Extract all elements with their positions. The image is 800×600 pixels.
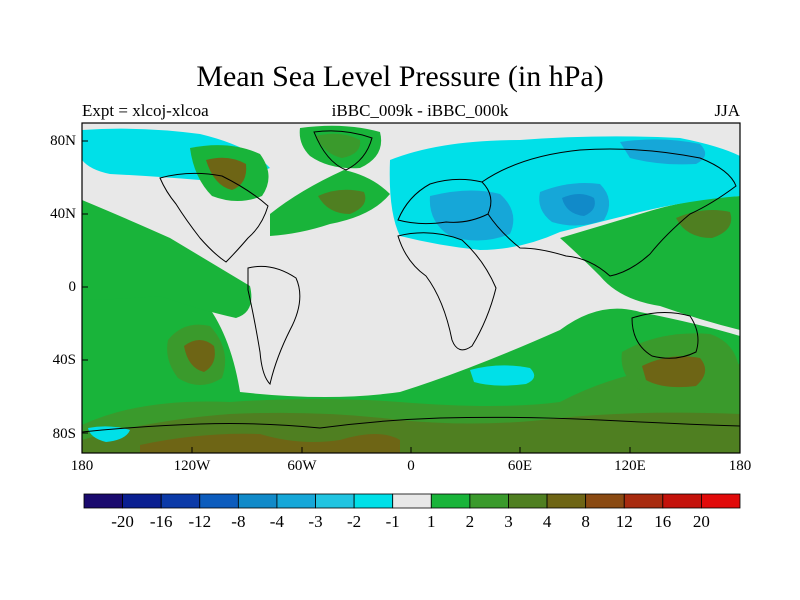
coastlines bbox=[82, 130, 740, 433]
south-atlantic-negative bbox=[470, 365, 535, 386]
colorbar-box bbox=[585, 493, 625, 509]
colorbar-box bbox=[701, 493, 741, 509]
colorbar-label: 20 bbox=[692, 512, 710, 531]
colorbar-box bbox=[623, 493, 664, 509]
lon-label-120e: 120E bbox=[614, 458, 646, 474]
lat-label-40n: 40N bbox=[50, 206, 76, 222]
colorbar-label: -8 bbox=[231, 512, 246, 531]
colorbar-box bbox=[237, 493, 278, 509]
colorbar-label: 3 bbox=[504, 512, 513, 531]
colorbar-box bbox=[392, 493, 432, 509]
colorbar-label: -4 bbox=[269, 512, 284, 531]
australia-south-core bbox=[642, 356, 706, 388]
south-pacific-core bbox=[184, 340, 215, 372]
greenland-coast bbox=[313, 130, 373, 171]
lon-label-180e: 180 bbox=[728, 458, 752, 474]
north-america-coast bbox=[159, 172, 269, 263]
colorbar-label: 1 bbox=[427, 512, 436, 531]
south-america-coast bbox=[247, 265, 301, 385]
axis-ticks bbox=[81, 140, 741, 453]
colorbar-box bbox=[199, 493, 239, 509]
lat-label-80n: 80N bbox=[50, 133, 76, 149]
colorbar-box bbox=[315, 493, 355, 509]
colorbar-label: -12 bbox=[188, 512, 212, 531]
lat-label-80s: 80S bbox=[52, 426, 76, 442]
colorbar-label: -16 bbox=[149, 512, 173, 531]
lat-label-40s: 40S bbox=[52, 352, 76, 368]
north-atlantic-core bbox=[318, 189, 366, 214]
colorbar-box bbox=[160, 493, 201, 509]
colorbar-box bbox=[353, 493, 394, 509]
europe-coast bbox=[397, 178, 492, 225]
antarctica-coast bbox=[82, 416, 740, 433]
pressure-field bbox=[82, 123, 740, 453]
season-label: JJA bbox=[714, 101, 740, 120]
eurasia-negative-strong bbox=[429, 190, 514, 241]
colorbar-box bbox=[508, 493, 548, 509]
lon-label-120w: 120W bbox=[173, 458, 211, 474]
colorbar-box bbox=[662, 493, 702, 509]
colorbar-box bbox=[546, 493, 587, 509]
lat-label-0: 0 bbox=[68, 279, 77, 295]
colorbar-box bbox=[276, 493, 316, 509]
colorbar-label: 8 bbox=[581, 512, 590, 531]
colorbar-label: 16 bbox=[654, 512, 672, 531]
lon-label-60e: 60E bbox=[507, 458, 533, 474]
colorbar bbox=[83, 493, 741, 509]
canada-positive-core bbox=[206, 157, 247, 190]
colorbar-box bbox=[122, 493, 162, 509]
west-pacific-core bbox=[676, 210, 732, 238]
colorbar-label: -2 bbox=[347, 512, 362, 531]
colorbar-box bbox=[469, 493, 509, 509]
map-title: Mean Sea Level Pressure (in hPa) bbox=[196, 60, 604, 93]
colorbar-label: 12 bbox=[615, 512, 633, 531]
antarctic-core bbox=[140, 433, 400, 453]
experiment-label: Expt = xlcoj-xlcoa bbox=[82, 101, 209, 120]
asia-coast bbox=[481, 148, 737, 277]
colorbar-label: -20 bbox=[111, 512, 134, 531]
lon-label-0: 0 bbox=[407, 458, 415, 474]
pacific-region bbox=[82, 200, 252, 318]
africa-coast bbox=[397, 232, 497, 351]
lon-label-180w: 180 bbox=[70, 458, 94, 474]
greenland-core bbox=[316, 133, 361, 158]
colorbar-label: 2 bbox=[465, 512, 475, 531]
central-asia-core bbox=[562, 194, 595, 216]
colorbar-label: -3 bbox=[308, 512, 323, 531]
colorbar-label: 4 bbox=[542, 512, 552, 531]
australia-coast bbox=[631, 312, 699, 359]
difference-label: iBBC_009k - iBBC_000k bbox=[331, 101, 509, 120]
colorbar-label: -1 bbox=[385, 512, 400, 531]
lon-label-60w: 60W bbox=[287, 458, 317, 474]
colorbar-box bbox=[83, 493, 123, 509]
colorbar-box bbox=[430, 493, 471, 509]
